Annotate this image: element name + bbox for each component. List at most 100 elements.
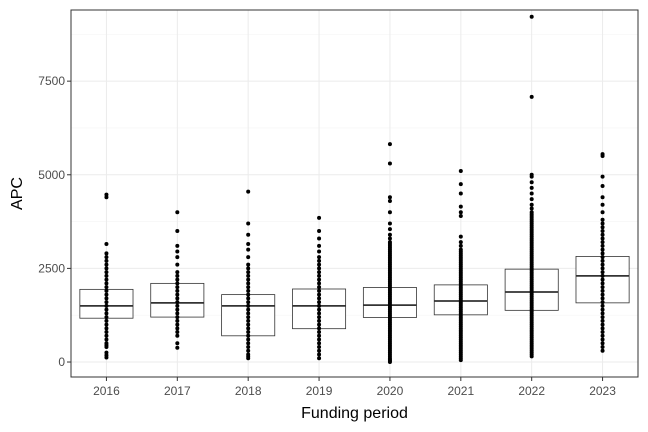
data-point [317,300,322,305]
data-point [600,266,605,271]
data-point [104,350,109,355]
data-point [104,255,109,260]
data-point [458,191,463,196]
data-point [317,296,322,301]
data-point [246,232,251,237]
y-tick-label: 7500 [38,74,65,88]
data-point [104,258,109,263]
data-point [246,315,251,320]
data-point [600,221,605,226]
data-point [175,307,180,312]
data-point [175,303,180,308]
data-point [387,142,392,147]
data-point [600,240,605,245]
points-2019 [317,215,322,361]
data-point [387,240,392,245]
data-point [104,288,109,293]
data-point [600,255,605,260]
data-point [246,303,251,308]
data-point [246,221,251,226]
data-point [600,232,605,237]
data-point [458,247,463,252]
data-point [317,337,322,342]
data-point [600,210,605,215]
data-point [600,217,605,222]
data-point [317,270,322,275]
data-point [600,277,605,282]
data-point [317,307,322,312]
data-point [600,174,605,179]
data-point [175,281,180,286]
data-point [600,315,605,320]
data-point [175,300,180,305]
data-point [600,236,605,241]
data-point [317,243,322,248]
data-point [246,341,251,346]
data-point [246,288,251,293]
data-point [387,236,392,241]
x-axis: 2016 2017 2018 2019 2020 2021 2022 2023 [93,377,616,398]
data-point [600,292,605,297]
data-point [387,198,392,203]
data-point [104,192,109,197]
panel-background [71,10,638,377]
data-point [317,318,322,323]
data-point [104,262,109,267]
data-point [104,307,109,312]
data-point [175,341,180,346]
data-point [458,240,463,245]
data-point [104,337,109,342]
data-point [600,152,605,157]
data-point [175,322,180,327]
data-point [246,333,251,338]
x-tick-label: 2019 [306,384,333,398]
x-tick-label: 2021 [447,384,474,398]
data-point [246,326,251,331]
data-point [600,273,605,278]
data-point [104,273,109,278]
data-point [317,255,322,260]
data-point [387,221,392,226]
data-point [246,285,251,290]
data-point [317,341,322,346]
data-point [246,318,251,323]
data-point [600,311,605,316]
data-point [175,249,180,254]
data-point [104,333,109,338]
points-2016 [104,192,109,360]
data-point [458,169,463,174]
data-point [529,202,534,207]
data-point [175,277,180,282]
y-axis: 0 2500 5000 7500 [38,74,71,369]
data-point [600,228,605,233]
x-tick-label: 2018 [235,384,262,398]
data-point [600,345,605,350]
data-point [458,204,463,209]
data-point [175,330,180,335]
data-point [104,281,109,286]
data-point [458,213,463,218]
data-point [246,348,251,353]
data-point [529,180,534,185]
data-point [600,285,605,290]
data-point [175,255,180,260]
data-point [104,341,109,346]
data-point [175,326,180,331]
data-point [104,322,109,327]
data-point [246,330,251,335]
data-point [458,243,463,248]
data-point [317,326,322,331]
data-point [175,311,180,316]
data-point [317,311,322,316]
data-point [387,232,392,237]
data-point [317,228,322,233]
data-point [175,273,180,278]
data-point [529,206,534,211]
data-point [246,296,251,301]
data-point [600,243,605,248]
data-point [104,266,109,271]
data-point [458,234,463,239]
data-point [600,195,605,200]
data-point [246,352,251,357]
data-point [104,330,109,335]
